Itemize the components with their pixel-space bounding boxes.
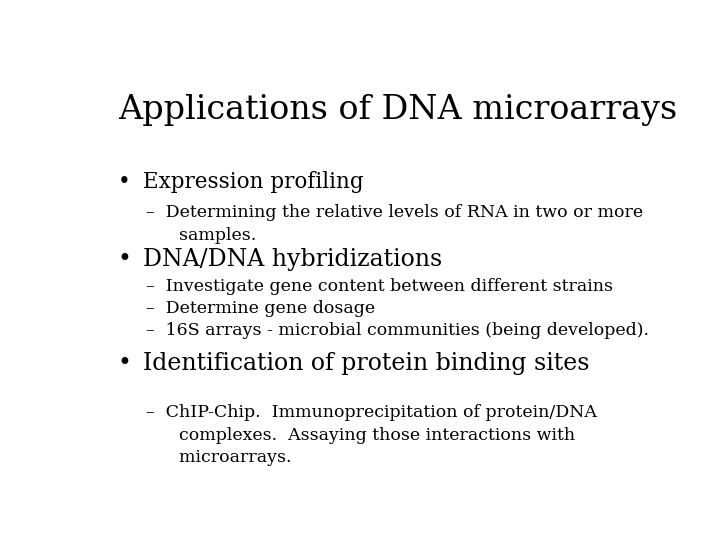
Text: –  Determine gene dosage: – Determine gene dosage — [145, 300, 375, 317]
Text: Expression profiling: Expression profiling — [143, 171, 364, 193]
Text: Identification of protein binding sites: Identification of protein binding sites — [143, 352, 590, 375]
Text: DNA/DNA hybridizations: DNA/DNA hybridizations — [143, 248, 442, 271]
Text: –  Investigate gene content between different strains: – Investigate gene content between diffe… — [145, 278, 613, 295]
Text: –  ChIP-Chip.  Immunoprecipitation of protein/DNA
      complexes.  Assaying tho: – ChIP-Chip. Immunoprecipitation of prot… — [145, 404, 597, 467]
Text: •: • — [118, 171, 130, 193]
Text: •: • — [118, 248, 132, 271]
Text: •: • — [118, 352, 132, 375]
Text: –  Determining the relative levels of RNA in two or more
      samples.: – Determining the relative levels of RNA… — [145, 204, 643, 244]
Text: Applications of DNA microarrays: Applications of DNA microarrays — [118, 94, 677, 126]
Text: –  16S arrays - microbial communities (being developed).: – 16S arrays - microbial communities (be… — [145, 322, 649, 339]
